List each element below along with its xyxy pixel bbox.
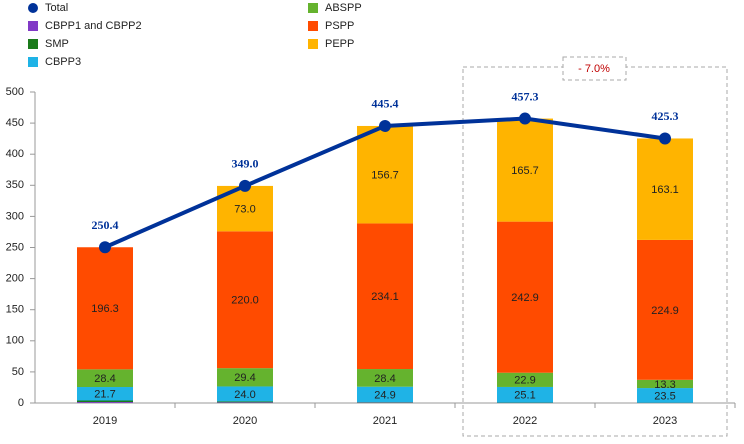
value-label: 13.3 [654,379,675,391]
y-tick-label: 350 [6,179,24,191]
total-label: 425.3 [652,109,679,123]
total-point [379,120,391,132]
legend-label: CBPP1 and CBPP2 [45,20,142,32]
x-tick-label: 2019 [93,415,117,427]
legend-marker [28,57,38,67]
y-tick-label: 250 [6,241,24,253]
value-label: 24.9 [374,389,395,401]
total-label: 349.0 [232,157,259,171]
value-label: 21.7 [94,389,115,401]
total-label: 445.4 [372,97,399,111]
legend-marker [28,39,38,49]
annotation: - 7.0% [578,63,610,75]
total-point [239,180,251,192]
total-point [99,241,111,253]
legend-label: CBPP3 [45,56,81,68]
y-tick-label: 200 [6,273,24,285]
y-tick-label: 150 [6,304,24,316]
x-tick-label: 2021 [373,415,397,427]
value-label: 22.9 [514,375,535,387]
value-label: 224.9 [651,305,679,317]
bar-segment [217,401,273,402]
x-tick-label: 2020 [233,415,257,427]
total-point [519,113,531,125]
y-tick-label: 500 [6,86,24,98]
total-label: 457.3 [512,89,539,103]
value-label: 28.4 [94,373,115,385]
x-tick-label: 2023 [653,415,677,427]
legend-label: ABSPP [325,2,362,14]
legend-marker [308,3,318,13]
total-label: 250.4 [92,218,119,232]
value-label: 242.9 [511,292,539,304]
legend-label: PSPP [325,20,354,32]
value-label: 29.4 [234,372,255,384]
y-tick-label: 0 [18,397,24,409]
value-label: 165.7 [511,165,539,177]
bar-segment [77,401,133,403]
value-label: 196.3 [91,303,119,315]
y-tick-label: 50 [12,366,24,378]
value-label: 234.1 [371,291,399,303]
value-label: 25.1 [514,390,535,402]
y-tick-label: 400 [6,148,24,160]
y-tick-label: 300 [6,210,24,222]
x-tick-label: 2022 [513,415,537,427]
value-label: 73.0 [234,204,255,216]
legend-marker [308,21,318,31]
value-label: 220.0 [231,295,259,307]
legend-label: SMP [45,38,69,50]
value-label: 28.4 [374,373,395,385]
legend-marker [28,3,38,13]
legend-marker [28,21,38,31]
legend-marker [308,39,318,49]
value-label: 163.1 [651,184,679,196]
total-point [659,132,671,144]
value-label: 24.0 [234,389,255,401]
bar-segment [77,402,133,403]
y-tick-label: 450 [6,117,24,129]
bar-segment [217,402,273,403]
legend-label: Total [45,2,68,14]
y-tick-label: 100 [6,335,24,347]
value-label: 156.7 [371,170,399,182]
legend-label: PEPP [325,38,354,50]
value-label: 23.5 [654,390,675,402]
